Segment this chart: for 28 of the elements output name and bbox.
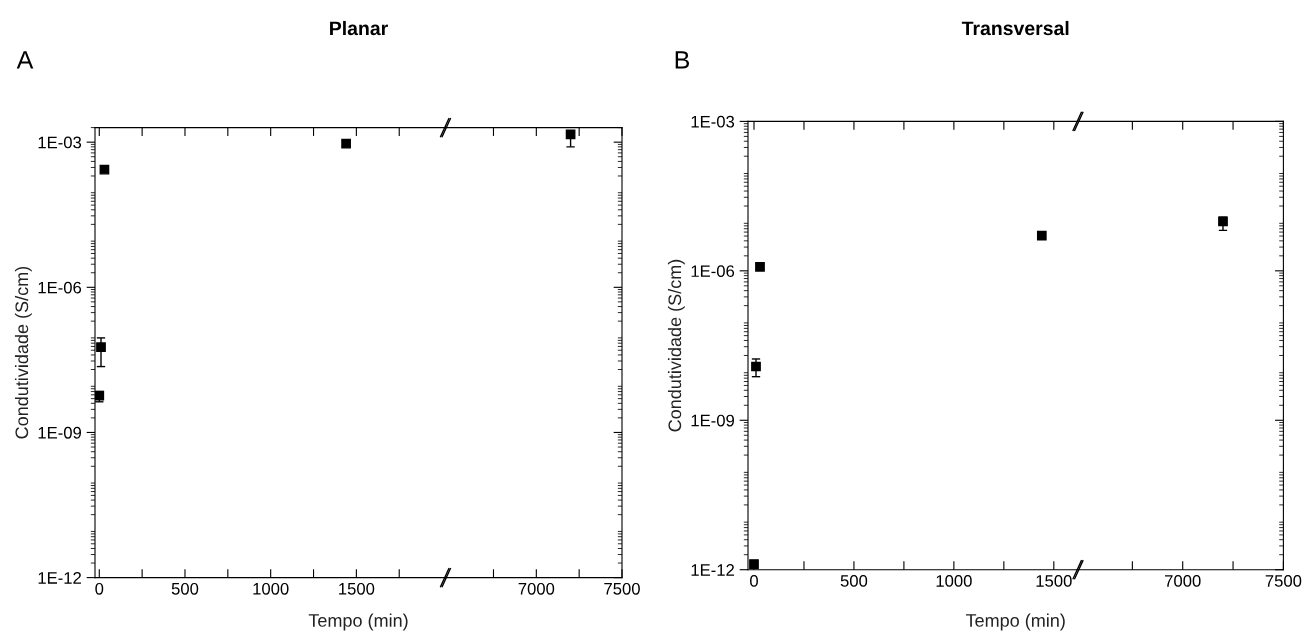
y-tick-label: 1E-03	[691, 115, 735, 128]
x-tick-label: 7500	[1265, 575, 1302, 587]
x-axis-title: Tempo (min)	[965, 613, 1065, 631]
chart-title: Transversal	[961, 20, 1069, 36]
chart-title: Planar	[330, 20, 388, 36]
y-tick-label: 1E-06	[38, 281, 82, 294]
text: A	[16, 51, 34, 69]
y-axis-title: Condutividade (S/cm)	[667, 259, 685, 432]
x-tick-label: 1500	[339, 582, 375, 595]
y-axis-title: Condutividade (S/cm)	[14, 266, 32, 439]
text: B	[675, 51, 690, 69]
y-tick-label: 1E-06	[691, 265, 735, 278]
x-tick-label: 500	[840, 575, 868, 587]
y-tick-label: 1E-09	[691, 414, 735, 427]
x-tick-label: 1500	[1036, 575, 1072, 587]
y-tick-label: 1E-12	[691, 564, 734, 576]
x-tick-label: 1000	[253, 582, 289, 595]
x-axis-title: Tempo (min)	[308, 613, 408, 631]
y-tick-label: 1E-03	[38, 136, 82, 149]
y-tick-label: 1E-09	[38, 426, 82, 439]
x-tick-label: 7500	[604, 582, 640, 595]
y-tick-label: 1E-12	[38, 572, 81, 584]
x-tick-label: 7000	[518, 582, 555, 595]
x-tick-label: 7000	[1165, 575, 1201, 587]
x-tick-label: 500	[171, 582, 199, 595]
x-tick-label: 0	[750, 575, 758, 587]
x-tick-label: 0	[95, 582, 104, 595]
x-tick-label: 1000	[936, 575, 972, 587]
